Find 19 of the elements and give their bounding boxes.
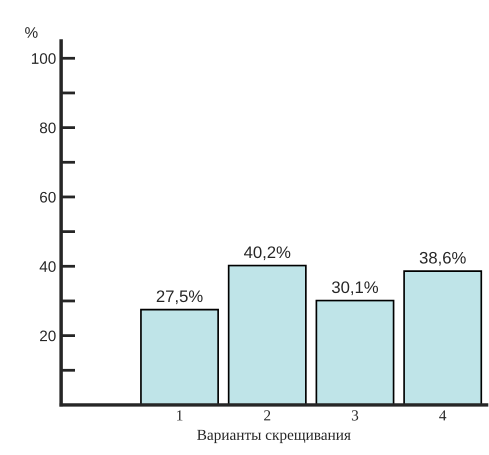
y-tick-label: 40	[40, 261, 56, 272]
data-label: 30,1%	[332, 281, 378, 296]
x-axis-title: Варианты скрещивания	[197, 430, 351, 444]
bar	[403, 270, 482, 405]
x-tick-label: 1	[177, 410, 182, 420]
data-label: 40,2%	[244, 246, 290, 260]
y-tick-label: 80	[40, 122, 56, 134]
bar	[228, 264, 307, 405]
x-tick-label: 4	[439, 410, 446, 420]
x-tick-label: 2	[264, 410, 270, 420]
bar	[316, 300, 394, 405]
x-tick-label: 3	[352, 410, 358, 421]
bar	[140, 308, 219, 405]
y-tick-label: 100	[32, 53, 56, 64]
y-tick-label: 20	[40, 330, 56, 342]
data-label: 38,6%	[420, 252, 466, 266]
y-axis-title: %	[25, 27, 38, 38]
data-label: 27,5%	[156, 290, 203, 304]
y-tick-label: 60	[40, 192, 56, 203]
